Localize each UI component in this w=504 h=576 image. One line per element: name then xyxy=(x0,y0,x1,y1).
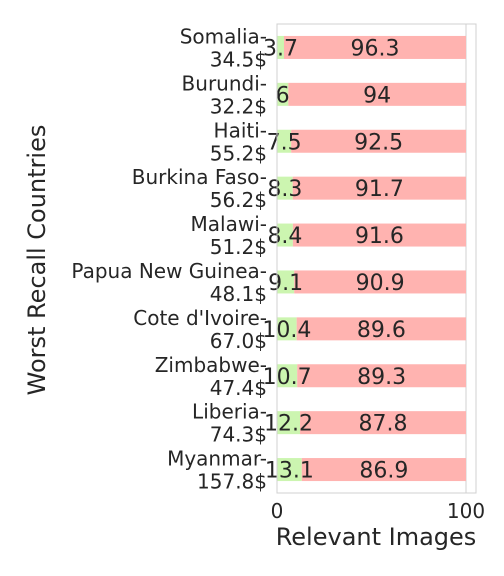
bar-series1-row5 xyxy=(294,270,466,294)
x-axis-label: Relevant Images xyxy=(276,523,477,551)
bar-series1-row3 xyxy=(292,176,466,200)
data-label-series0-row4: 8.4 xyxy=(267,224,302,249)
y-tick-label-name-5: Papua New Guinea- xyxy=(71,259,267,283)
bar-series1-row8 xyxy=(300,411,466,435)
data-label-series0-row5: 9.1 xyxy=(268,271,303,296)
data-label-series0-row9: 13.1 xyxy=(265,459,314,484)
y-tick-label-name-9: Myanmar- xyxy=(167,447,267,471)
bar-series0-row2 xyxy=(277,129,292,153)
data-label-series1-row3: 91.7 xyxy=(355,177,404,202)
y-tick-label-gdp-8: 74.3$ xyxy=(210,423,267,447)
bar-series0-row5 xyxy=(277,270,295,294)
bar-series0-row0 xyxy=(277,35,284,59)
data-label-series1-row6: 89.6 xyxy=(357,318,406,343)
y-tick-label-name-2: Haiti- xyxy=(214,118,267,142)
bar-series1-row6 xyxy=(296,317,466,341)
y-tick-label-gdp-6: 67.0$ xyxy=(210,329,267,353)
data-label-series0-row0: 3.7 xyxy=(263,36,298,61)
y-tick-label-gdp-9: 157.8$ xyxy=(197,470,267,494)
bars-layer xyxy=(277,35,466,482)
data-label-series0-row1: 6 xyxy=(276,83,290,108)
data-label-series0-row2: 7.5 xyxy=(267,130,302,155)
x-tick-label-0: 0 xyxy=(271,499,284,523)
data-label-series0-row7: 10.7 xyxy=(263,365,312,390)
labels-layer: 3.7 96.3 6 94 7.5 92.5 8.3 91.7 8.4 91.6 9.1 90.9 10… xyxy=(262,36,408,483)
x-tick-label-1: 100 xyxy=(447,499,485,523)
y-tick-label-name-3: Burkina Faso- xyxy=(132,165,267,189)
y-tick-label-name-1: Burundi- xyxy=(182,71,267,95)
bar-series0-row3 xyxy=(277,176,293,200)
y-tick-label-gdp-5: 48.1$ xyxy=(210,282,267,306)
bar-series0-row9 xyxy=(277,458,302,482)
plot-frame xyxy=(276,23,477,494)
y-tick-label-name-7: Zimbabwe- xyxy=(155,353,267,377)
data-label-series1-row0: 96.3 xyxy=(351,36,400,61)
bar-series1-row1 xyxy=(288,82,466,106)
data-label-series1-row7: 89.3 xyxy=(357,365,406,390)
bar-series0-row1 xyxy=(277,82,289,106)
y-tick-label-gdp-2: 55.2$ xyxy=(210,141,267,165)
data-label-series1-row8: 87.8 xyxy=(359,412,408,437)
data-label-series1-row4: 91.6 xyxy=(355,224,404,249)
axes-layer: Somalia-34.5$Burundi-32.2$Haiti-55.2$Bur… xyxy=(71,23,485,523)
bar-series1-row2 xyxy=(291,129,466,153)
data-label-series1-row2: 92.5 xyxy=(354,130,403,155)
y-tick-label-gdp-0: 34.5$ xyxy=(210,47,267,71)
y-tick-label-name-0: Somalia- xyxy=(180,24,267,48)
y-tick-label-name-8: Liberia- xyxy=(192,400,267,424)
y-tick-label-gdp-7: 47.4$ xyxy=(210,376,267,400)
bar-series0-row7 xyxy=(277,364,298,388)
y-tick-label-gdp-1: 32.2$ xyxy=(210,94,267,118)
data-label-series0-row3: 8.3 xyxy=(267,177,302,202)
y-tick-label-gdp-3: 56.2$ xyxy=(210,188,267,212)
y-tick-label-name-4: Malawi- xyxy=(191,212,267,236)
bar-series0-row8 xyxy=(277,411,301,435)
data-label-series1-row1: 94 xyxy=(363,83,391,108)
bar-series0-row4 xyxy=(277,223,293,247)
data-label-series0-row6: 10.4 xyxy=(262,318,311,343)
data-label-series1-row5: 90.9 xyxy=(356,271,405,296)
bar-series1-row0 xyxy=(283,35,466,59)
bar-series1-row7 xyxy=(297,364,466,388)
bar-series1-row9 xyxy=(301,458,466,482)
data-label-series1-row9: 86.9 xyxy=(359,459,408,484)
bar-series1-row4 xyxy=(292,223,466,247)
bar-series0-row6 xyxy=(277,317,297,341)
y-axis-label: Worst Recall Countries xyxy=(23,125,51,396)
y-tick-label-name-6: Cote d'Ivoire- xyxy=(133,306,267,330)
y-tick-label-gdp-4: 51.2$ xyxy=(210,235,267,259)
data-label-series0-row8: 12.2 xyxy=(264,412,313,437)
